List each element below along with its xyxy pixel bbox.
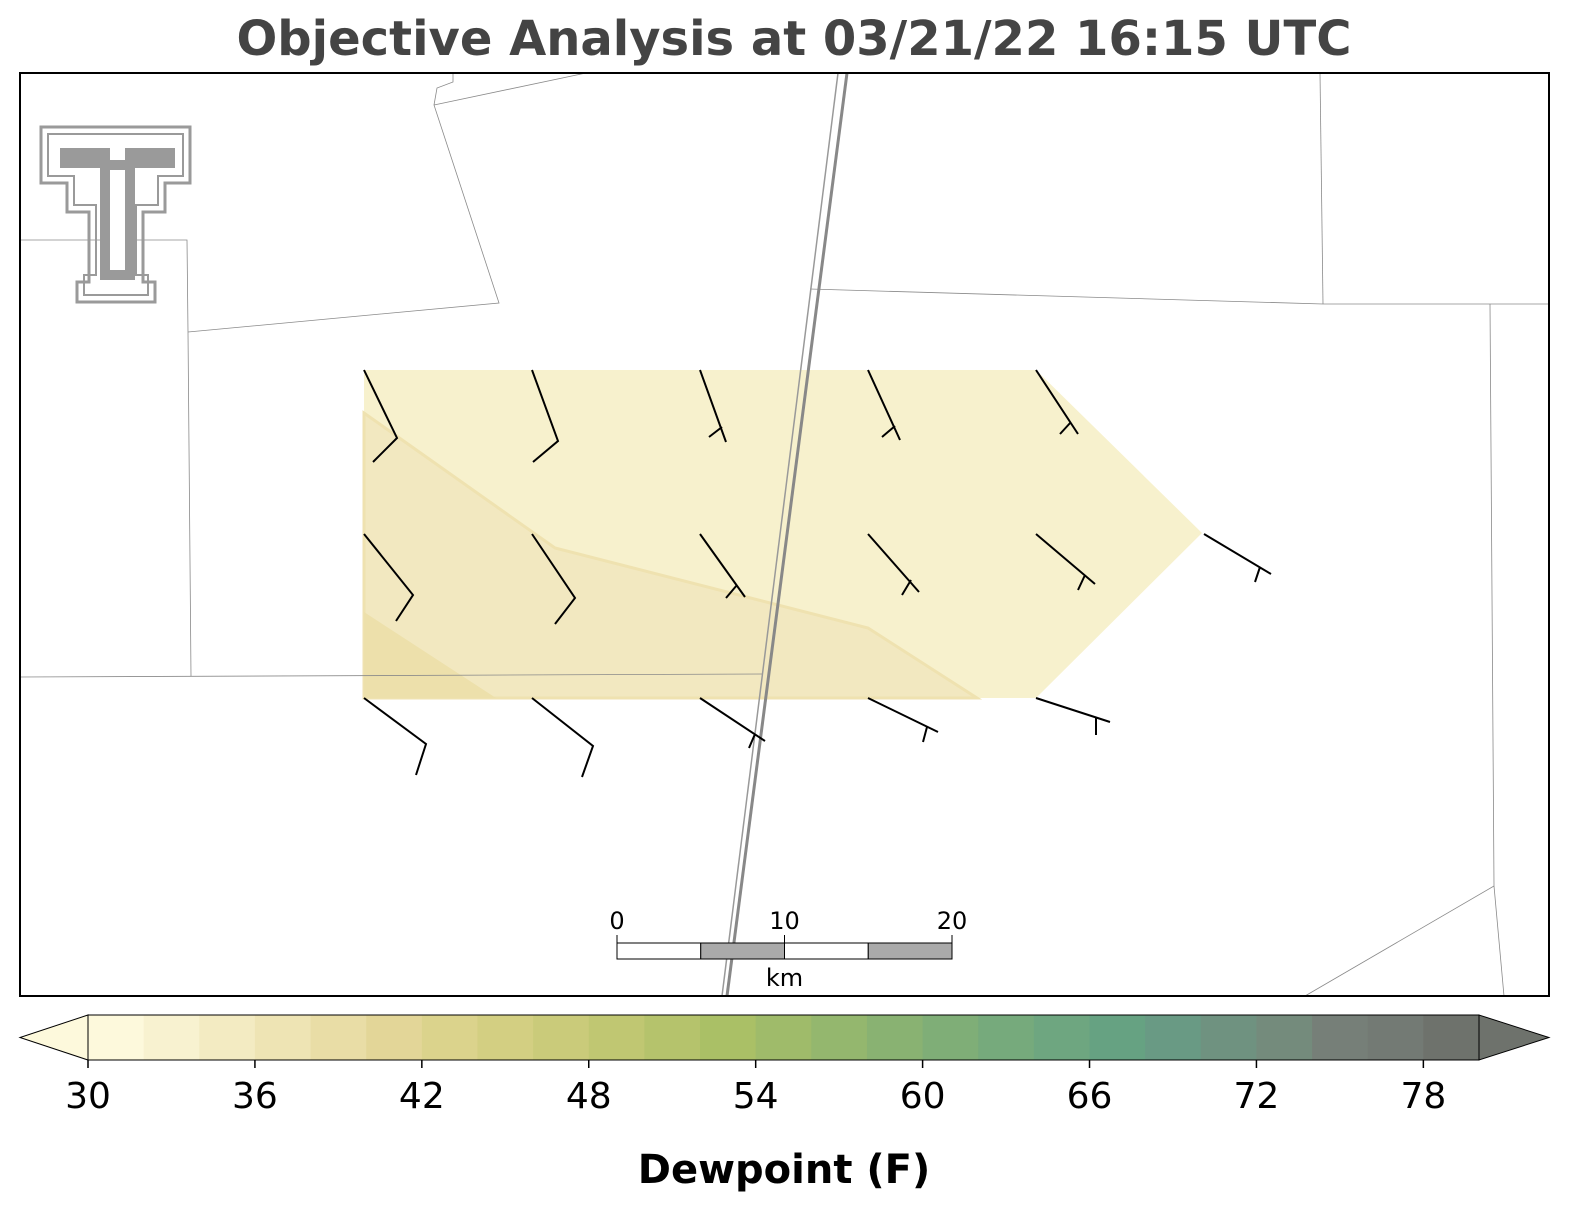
colorbar-segment: [477, 1015, 534, 1060]
scale-segment: [616, 942, 702, 960]
colorbar-tick-label: 54: [733, 1076, 779, 1117]
colorbar-segment: [1145, 1015, 1202, 1060]
colorbar-tick-label: 60: [900, 1076, 946, 1117]
colorbar-tick-label: 48: [566, 1076, 612, 1117]
colorbar-segment: [143, 1015, 200, 1060]
colorbar-tick-label: 72: [1234, 1076, 1280, 1117]
wind-barbs: [363, 369, 1272, 778]
scale-bar: 0 10 20 km: [609, 907, 967, 992]
colorbar-segment: [533, 1015, 590, 1060]
colorbar-tick-label: 30: [65, 1076, 111, 1117]
colorbar-segment: [866, 1015, 924, 1060]
colorbar-segment: [1423, 1015, 1480, 1060]
scale-segment: [867, 942, 953, 960]
colorbar-extend-high: [1478, 1014, 1551, 1061]
colorbar-segment: [700, 1015, 757, 1060]
colorbar-segment: [1256, 1015, 1313, 1060]
dewpoint-fill: [364, 612, 496, 698]
colorbar-segment: [88, 1015, 145, 1060]
colorbar-segment: [755, 1015, 812, 1060]
colorbar-segment: [421, 1015, 478, 1060]
colorbar-tick-label: 36: [232, 1076, 278, 1117]
map-frame: [19, 72, 1550, 997]
county-lines: [19, 72, 1549, 997]
colorbar-label: Dewpoint (F): [638, 1147, 931, 1193]
scale-segment: [784, 942, 869, 960]
highway: [721, 72, 849, 997]
colorbar-segment: [366, 1015, 423, 1060]
colorbar-segment: [199, 1015, 256, 1060]
colorbar-tick-label: 42: [399, 1076, 445, 1117]
colorbar-segment: [811, 1015, 868, 1060]
colorbar-segment: [254, 1015, 312, 1060]
scale-segment: [700, 942, 785, 960]
scale-tick-label: 20: [937, 907, 968, 935]
logo: [39, 125, 192, 304]
colorbar-segment: [310, 1015, 367, 1060]
colorbar-segment: [1367, 1015, 1424, 1060]
scale-unit: km: [766, 964, 803, 992]
chart-title: Objective Analysis at 03/21/22 16:15 UTC: [237, 11, 1352, 67]
colorbar-tick-label: 78: [1400, 1076, 1446, 1117]
colorbar-segment: [588, 1015, 645, 1060]
scale-tick-label: 10: [769, 907, 800, 935]
colorbar: 30 36 42 48 54 60 66 72 78: [18, 1014, 1551, 1117]
colorbar-segment: [1089, 1015, 1146, 1060]
colorbar-outline: [87, 1014, 1480, 1061]
colorbar-extend-low: [18, 1014, 89, 1061]
colorbar-segment: [644, 1015, 701, 1060]
colorbar-segment: [922, 1015, 979, 1060]
colorbar-tick-label: 66: [1067, 1076, 1113, 1117]
colorbar-segment: [978, 1015, 1035, 1060]
scale-tick-label: 0: [609, 907, 624, 935]
colorbar-segment: [1033, 1015, 1091, 1060]
map: 0 10 20 km: [19, 72, 1550, 997]
colorbar-segment: [1200, 1015, 1257, 1060]
colorbar-segment: [1312, 1015, 1369, 1060]
